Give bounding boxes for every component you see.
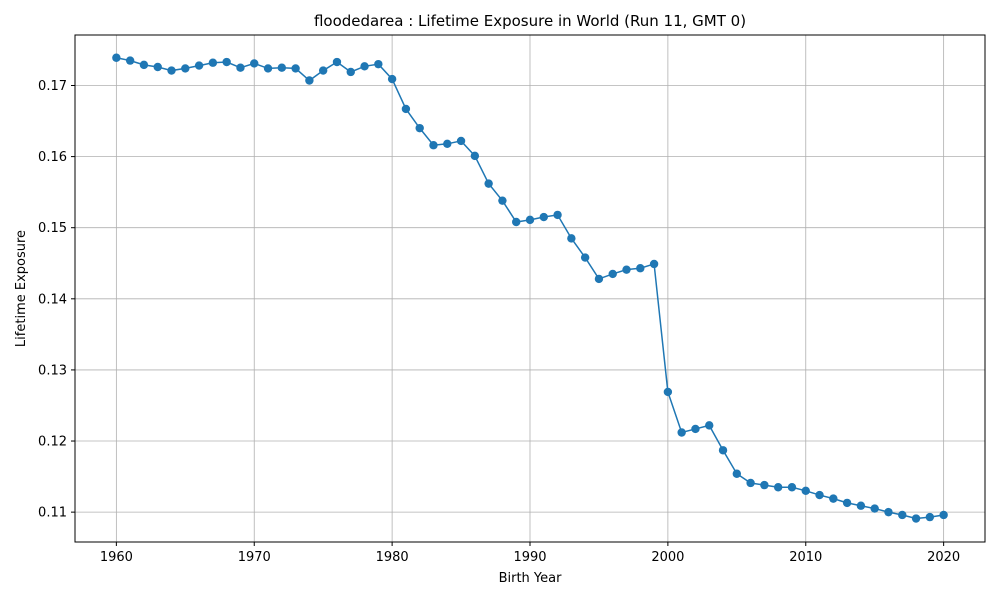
x-tick-label: 2020 <box>927 550 960 565</box>
data-point <box>263 64 273 73</box>
x-tick-label: 1990 <box>513 550 546 565</box>
data-point <box>567 234 576 243</box>
data-point <box>484 179 493 188</box>
data-point <box>222 57 231 67</box>
data-point <box>360 62 369 71</box>
data-point <box>525 215 535 225</box>
y-axis-ticks: 0.11 0.12 0.13 0.14 0.15 0.16 0.17 <box>38 79 75 521</box>
x-tick-label: 1980 <box>376 550 409 565</box>
data-point <box>622 265 631 274</box>
data-point <box>663 387 673 397</box>
data-point <box>236 63 245 72</box>
y-tick-label: 0.12 <box>38 435 67 450</box>
x-tick-label: 1960 <box>100 550 133 565</box>
data-point <box>677 428 686 437</box>
data-point <box>539 212 548 222</box>
x-tick-label: 2000 <box>651 550 684 565</box>
data-point <box>594 274 604 284</box>
y-tick-label: 0.16 <box>38 150 67 165</box>
y-tick-label: 0.17 <box>38 79 67 94</box>
data-point <box>553 210 562 220</box>
y-tick-label: 0.11 <box>38 506 67 521</box>
y-axis-title: Lifetime Exposure <box>14 230 29 347</box>
data-point <box>732 469 742 478</box>
data-point <box>925 512 935 522</box>
data-point <box>401 104 411 114</box>
data-point <box>856 501 866 510</box>
data-point <box>305 76 314 85</box>
data-point <box>911 514 921 523</box>
data-point <box>125 56 135 65</box>
data-point <box>870 504 879 513</box>
data-point <box>277 63 287 72</box>
data-point <box>250 59 259 68</box>
x-axis-title: Birth Year <box>499 571 563 586</box>
y-tick-label: 0.14 <box>38 292 67 307</box>
data-point <box>194 61 204 70</box>
data-point <box>498 196 507 205</box>
data-point <box>580 253 590 262</box>
data-point <box>374 59 383 69</box>
data-point <box>346 67 355 77</box>
data-point <box>760 480 769 490</box>
data-point <box>291 64 300 73</box>
data-point <box>181 64 190 73</box>
data-point <box>318 66 328 75</box>
data-point <box>705 421 714 430</box>
data-point <box>691 424 700 434</box>
grid <box>75 35 985 542</box>
data-point <box>884 507 893 517</box>
data-point <box>208 58 218 67</box>
data-point <box>443 139 452 148</box>
data-point <box>939 510 948 520</box>
data-point <box>801 486 810 495</box>
data-point <box>470 151 480 161</box>
data-point <box>815 490 824 500</box>
data-point <box>456 136 466 146</box>
x-tick-label: 1970 <box>238 550 271 565</box>
y-tick-label: 0.13 <box>38 363 67 378</box>
data-point <box>842 498 852 508</box>
data-point <box>512 217 521 227</box>
chart-title: floodedarea : Lifetime Exposure in World… <box>314 12 746 30</box>
x-axis-ticks: 1960 1970 1980 1990 2000 2010 2020 <box>100 542 960 565</box>
data-point <box>387 74 397 84</box>
data-point <box>787 483 797 492</box>
data-point <box>829 494 838 503</box>
data-point <box>746 478 755 488</box>
data-point <box>415 123 424 133</box>
data-point <box>153 62 162 72</box>
data-point <box>332 57 342 67</box>
data-point <box>718 446 728 455</box>
data-point <box>636 264 645 273</box>
x-tick-label: 2010 <box>789 550 822 565</box>
y-tick-label: 0.15 <box>38 221 67 236</box>
data-point <box>608 269 617 279</box>
data-point <box>167 66 176 75</box>
data-point <box>139 60 149 70</box>
data-point <box>429 141 438 150</box>
data-point <box>773 483 783 492</box>
data-point <box>112 53 121 62</box>
data-point <box>649 259 659 269</box>
data-point <box>898 510 907 520</box>
series-marker-layer <box>112 53 948 523</box>
